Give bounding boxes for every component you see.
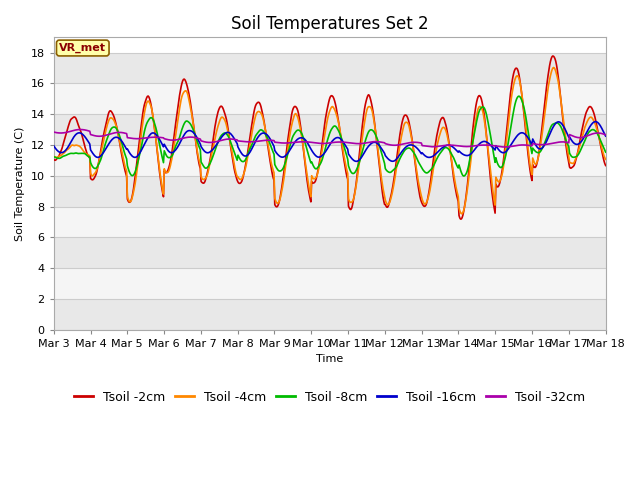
Text: VR_met: VR_met (60, 43, 106, 53)
Tsoil -8cm (60, 153, 68, 159)
Tsoil -2cm (549, 53, 557, 59)
Line: Tsoil -16cm: Tsoil -16cm (54, 121, 605, 161)
Tsoil -2cm (413, 173, 420, 179)
Tsoil -2cm (116, 145, 124, 151)
Tsoil -16cm (60, 149, 68, 155)
Tsoil -2cm (202, 176, 209, 182)
X-axis label: Time: Time (316, 354, 343, 364)
Tsoil -16cm (592, 119, 600, 124)
Title: Soil Temperatures Set 2: Soil Temperatures Set 2 (231, 15, 428, 33)
Bar (54, 238, 605, 268)
Y-axis label: Soil Temperature (C): Soil Temperature (C) (15, 126, 25, 240)
Tsoil -32cm (602, 132, 609, 138)
Tsoil -4cm (60, 150, 68, 156)
Tsoil -16cm (602, 133, 609, 139)
Line: Tsoil -2cm: Tsoil -2cm (54, 56, 605, 219)
Tsoil -32cm (501, 144, 509, 150)
Tsoil -2cm (397, 127, 404, 133)
Tsoil -2cm (50, 156, 58, 162)
Tsoil -2cm (457, 216, 465, 222)
Tsoil -2cm (60, 139, 68, 145)
Tsoil -32cm (50, 129, 58, 135)
Tsoil -8cm (460, 173, 467, 179)
Tsoil -16cm (202, 149, 209, 155)
Bar (54, 145, 605, 176)
Bar (54, 84, 605, 114)
Tsoil -8cm (515, 93, 523, 99)
Tsoil -8cm (116, 136, 124, 142)
Tsoil -8cm (202, 165, 209, 171)
Tsoil -16cm (413, 146, 421, 152)
Bar (54, 53, 605, 84)
Tsoil -32cm (60, 130, 68, 136)
Tsoil -32cm (173, 137, 181, 143)
Tsoil -32cm (397, 142, 405, 147)
Bar (54, 176, 605, 206)
Bar (54, 268, 605, 299)
Tsoil -16cm (116, 137, 124, 143)
Line: Tsoil -8cm: Tsoil -8cm (54, 96, 605, 176)
Tsoil -16cm (397, 149, 405, 155)
Legend: Tsoil -2cm, Tsoil -4cm, Tsoil -8cm, Tsoil -16cm, Tsoil -32cm: Tsoil -2cm, Tsoil -4cm, Tsoil -8cm, Tsoi… (69, 385, 590, 408)
Tsoil -4cm (116, 143, 124, 148)
Tsoil -4cm (397, 138, 404, 144)
Tsoil -4cm (550, 65, 557, 71)
Tsoil -4cm (173, 126, 180, 132)
Tsoil -2cm (173, 114, 180, 120)
Tsoil -16cm (173, 146, 180, 152)
Line: Tsoil -4cm: Tsoil -4cm (54, 68, 605, 214)
Tsoil -8cm (173, 141, 180, 147)
Bar (54, 114, 605, 145)
Tsoil -8cm (602, 149, 609, 155)
Tsoil -32cm (413, 140, 421, 145)
Tsoil -8cm (50, 154, 58, 160)
Line: Tsoil -32cm: Tsoil -32cm (54, 130, 605, 147)
Tsoil -16cm (352, 158, 360, 164)
Tsoil -32cm (203, 139, 211, 145)
Tsoil -32cm (117, 130, 125, 135)
Tsoil -32cm (77, 127, 84, 132)
Tsoil -2cm (602, 163, 609, 168)
Tsoil -4cm (458, 211, 466, 216)
Bar (54, 299, 605, 330)
Tsoil -4cm (602, 156, 609, 162)
Tsoil -8cm (413, 156, 420, 161)
Tsoil -4cm (413, 169, 420, 175)
Tsoil -16cm (50, 143, 58, 149)
Bar (54, 206, 605, 238)
Tsoil -8cm (397, 154, 404, 160)
Tsoil -4cm (202, 175, 209, 181)
Tsoil -4cm (50, 154, 58, 159)
